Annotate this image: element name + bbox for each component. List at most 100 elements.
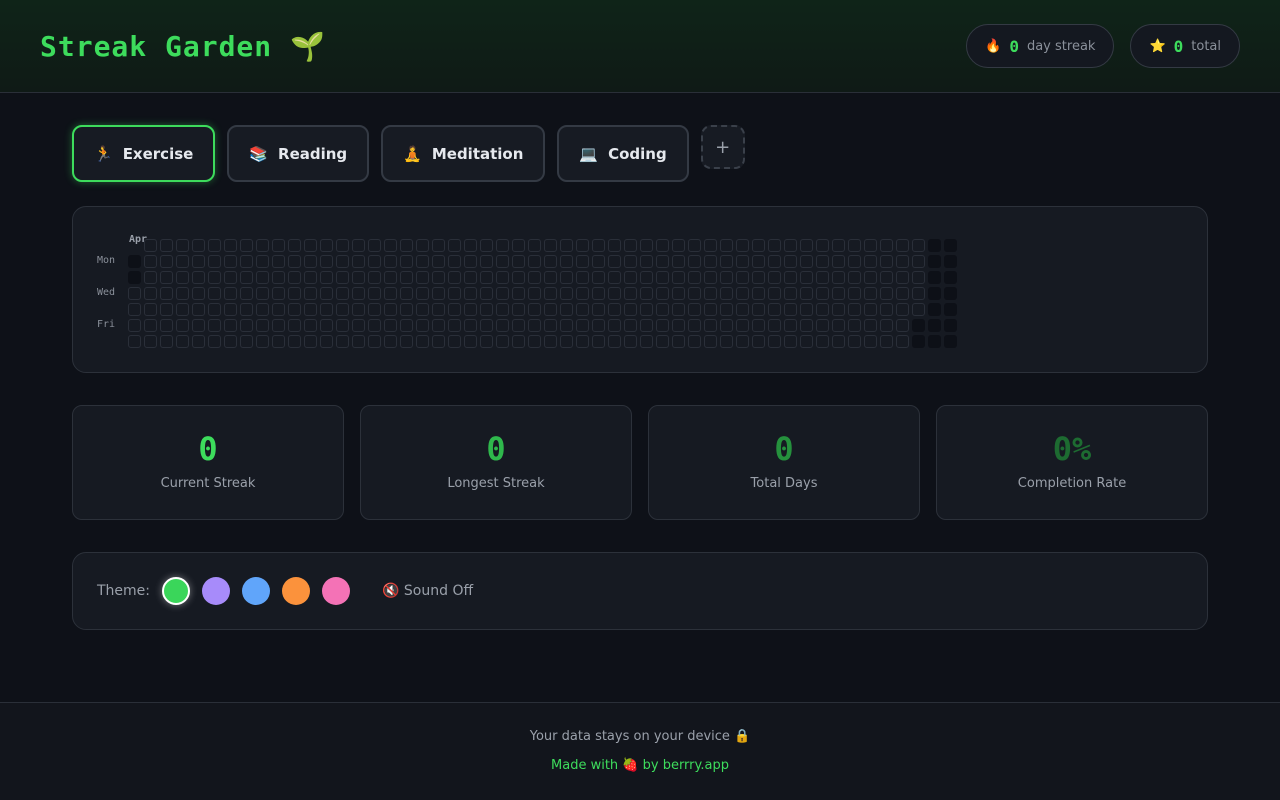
heatmap-day-cell[interactable] xyxy=(896,271,909,284)
heatmap-day-cell[interactable] xyxy=(128,335,141,348)
heatmap-day-cell[interactable] xyxy=(464,271,477,284)
heatmap-day-cell[interactable] xyxy=(288,335,301,348)
heatmap-day-cell[interactable] xyxy=(512,239,525,252)
heatmap-day-cell[interactable] xyxy=(496,255,509,268)
heatmap-day-cell[interactable] xyxy=(272,271,285,284)
heatmap-day-cell[interactable] xyxy=(400,287,413,300)
heatmap-day-cell[interactable] xyxy=(384,319,397,332)
heatmap-day-cell[interactable] xyxy=(672,335,685,348)
heatmap-day-cell[interactable] xyxy=(208,319,221,332)
heatmap-day-cell[interactable] xyxy=(304,303,317,316)
heatmap-day-cell[interactable] xyxy=(848,335,861,348)
heatmap-day-cell[interactable] xyxy=(608,335,621,348)
heatmap-day-cell[interactable] xyxy=(464,319,477,332)
heatmap-day-cell[interactable] xyxy=(880,255,893,268)
heatmap-day-cell[interactable] xyxy=(576,335,589,348)
heatmap-day-cell[interactable] xyxy=(640,287,653,300)
heatmap-day-cell[interactable] xyxy=(864,271,877,284)
heatmap-day-cell[interactable] xyxy=(240,255,253,268)
heatmap-day-cell[interactable] xyxy=(400,271,413,284)
heatmap-day-cell[interactable] xyxy=(656,271,669,284)
heatmap-day-cell[interactable] xyxy=(848,287,861,300)
heatmap-day-cell[interactable] xyxy=(320,239,333,252)
heatmap-day-cell[interactable] xyxy=(288,255,301,268)
tab-reading[interactable]: 📚 Reading xyxy=(227,125,370,182)
heatmap-day-cell[interactable] xyxy=(688,335,701,348)
heatmap-day-cell[interactable] xyxy=(704,239,717,252)
heatmap-day-cell[interactable] xyxy=(880,319,893,332)
heatmap-day-cell[interactable] xyxy=(304,255,317,268)
heatmap-day-cell[interactable] xyxy=(400,303,413,316)
heatmap-day-cell[interactable] xyxy=(768,287,781,300)
heatmap-day-cell[interactable] xyxy=(272,319,285,332)
theme-green[interactable] xyxy=(162,577,191,605)
heatmap-day-cell[interactable] xyxy=(624,255,637,268)
heatmap-day-cell[interactable] xyxy=(800,287,813,300)
heatmap-day-cell[interactable] xyxy=(320,287,333,300)
heatmap-day-cell[interactable] xyxy=(544,255,557,268)
heatmap-day-cell[interactable] xyxy=(192,287,205,300)
heatmap-day-cell[interactable] xyxy=(640,303,653,316)
heatmap-day-cell[interactable] xyxy=(272,303,285,316)
heatmap-day-cell[interactable] xyxy=(800,271,813,284)
heatmap-day-cell[interactable] xyxy=(416,271,429,284)
heatmap-day-cell[interactable] xyxy=(896,239,909,252)
heatmap-day-cell[interactable] xyxy=(384,303,397,316)
heatmap-day-cell[interactable] xyxy=(576,287,589,300)
heatmap-day-cell[interactable] xyxy=(448,255,461,268)
heatmap-day-cell[interactable] xyxy=(752,287,765,300)
heatmap-day-cell[interactable] xyxy=(688,239,701,252)
heatmap-day-cell[interactable] xyxy=(176,239,189,252)
heatmap-day-cell[interactable] xyxy=(736,255,749,268)
heatmap-day-cell[interactable] xyxy=(672,239,685,252)
heatmap-day-cell[interactable] xyxy=(896,303,909,316)
heatmap-day-cell[interactable] xyxy=(480,239,493,252)
heatmap-day-cell[interactable] xyxy=(736,319,749,332)
heatmap-day-cell[interactable] xyxy=(672,255,685,268)
heatmap-day-cell[interactable] xyxy=(720,239,733,252)
heatmap-day-cell[interactable] xyxy=(208,271,221,284)
heatmap-day-cell[interactable] xyxy=(336,303,349,316)
heatmap-day-cell[interactable] xyxy=(768,335,781,348)
heatmap-day-cell[interactable] xyxy=(288,239,301,252)
heatmap-day-cell[interactable] xyxy=(240,271,253,284)
heatmap-day-cell[interactable] xyxy=(560,271,573,284)
heatmap-day-cell[interactable] xyxy=(352,335,365,348)
heatmap-day-cell[interactable] xyxy=(144,335,157,348)
heatmap-day-cell[interactable] xyxy=(432,255,445,268)
heatmap-day-cell[interactable] xyxy=(496,287,509,300)
heatmap-day-cell[interactable] xyxy=(880,239,893,252)
heatmap-day-cell[interactable] xyxy=(800,335,813,348)
heatmap-day-cell[interactable] xyxy=(128,287,141,300)
heatmap-day-cell[interactable] xyxy=(160,335,173,348)
heatmap-day-cell[interactable] xyxy=(160,271,173,284)
heatmap-day-cell[interactable] xyxy=(208,255,221,268)
heatmap-day-cell[interactable] xyxy=(352,287,365,300)
heatmap-day-cell[interactable] xyxy=(240,319,253,332)
heatmap-day-cell[interactable] xyxy=(752,271,765,284)
heatmap-day-cell[interactable] xyxy=(464,335,477,348)
heatmap-day-cell[interactable] xyxy=(816,255,829,268)
heatmap-day-cell[interactable] xyxy=(336,239,349,252)
heatmap-day-cell[interactable] xyxy=(560,303,573,316)
heatmap-day-cell[interactable] xyxy=(864,255,877,268)
heatmap-day-cell[interactable] xyxy=(816,303,829,316)
heatmap-day-cell[interactable] xyxy=(320,335,333,348)
heatmap-day-cell[interactable] xyxy=(656,255,669,268)
heatmap-day-cell[interactable] xyxy=(352,319,365,332)
heatmap-day-cell[interactable] xyxy=(368,335,381,348)
heatmap-day-cell[interactable] xyxy=(192,271,205,284)
heatmap-day-cell[interactable] xyxy=(208,287,221,300)
heatmap-day-cell[interactable] xyxy=(672,271,685,284)
heatmap-day-cell[interactable] xyxy=(368,319,381,332)
heatmap-day-cell[interactable] xyxy=(432,319,445,332)
heatmap-day-cell[interactable] xyxy=(528,287,541,300)
heatmap-day-cell[interactable] xyxy=(800,255,813,268)
heatmap-day-cell[interactable] xyxy=(576,271,589,284)
heatmap-day-cell[interactable] xyxy=(368,303,381,316)
heatmap-day-cell[interactable] xyxy=(704,287,717,300)
heatmap-day-cell[interactable] xyxy=(496,319,509,332)
heatmap-day-cell[interactable] xyxy=(400,335,413,348)
heatmap-day-cell[interactable] xyxy=(240,303,253,316)
heatmap-day-cell[interactable] xyxy=(144,239,157,252)
